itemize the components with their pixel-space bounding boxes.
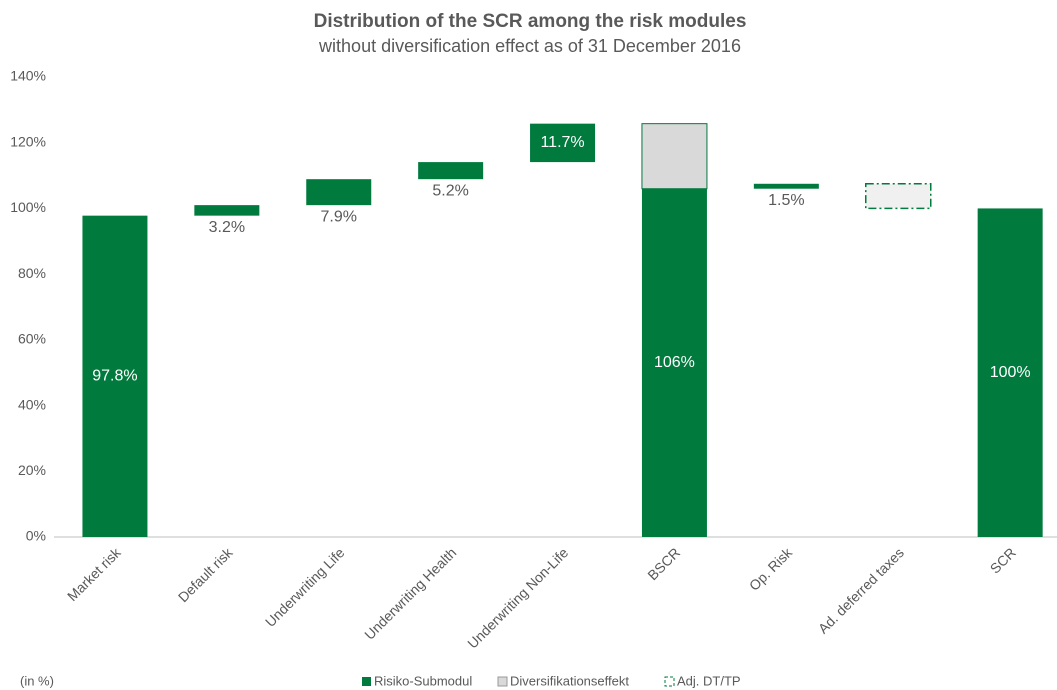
x-tick-label: Op. Risk [746, 544, 796, 594]
x-tick-label: Underwriting Non-Life [464, 544, 571, 651]
bar [82, 215, 148, 537]
x-tick-label: SCR [987, 544, 1019, 576]
y-tick-label: 100% [10, 199, 46, 215]
legend-swatch [664, 676, 675, 687]
y-tick-label: 40% [18, 396, 46, 412]
y-tick-label: 140% [10, 68, 46, 84]
y-tick-label: 80% [18, 265, 46, 281]
note: (in %) [20, 673, 54, 688]
x-tick-label: Market risk [64, 544, 124, 604]
legend-label: Adj. DT/TP [677, 673, 741, 688]
bar [194, 205, 260, 216]
data-label: 3.2% [209, 219, 245, 236]
chart-title: Distribution of the SCR among the risk m… [314, 11, 747, 32]
x-tick-label: Underwriting Life [262, 544, 348, 630]
y-tick-label: 0% [26, 528, 46, 544]
data-label: 100% [990, 364, 1031, 381]
x-tick-label: BSCR [644, 544, 683, 583]
data-label: 97.8% [92, 368, 137, 385]
data-label: 1.5% [768, 192, 804, 209]
legend-swatch [362, 677, 371, 686]
data-label: 11.7% [540, 134, 584, 151]
bar [753, 183, 819, 189]
bar [641, 123, 708, 190]
data-label: 5.2% [432, 182, 468, 199]
data-label: 106% [654, 354, 695, 371]
y-tick-label: 60% [18, 331, 46, 347]
legend-label: Risiko-Submodul [374, 673, 472, 688]
x-tick-label: Default risk [175, 544, 237, 606]
bar [977, 208, 1043, 537]
bar [530, 123, 596, 163]
x-tick-label: Ad. deferred taxes [815, 544, 907, 636]
y-tick-label: 120% [10, 133, 46, 149]
legend-swatch [497, 676, 508, 687]
bar [641, 188, 707, 537]
bar [418, 162, 484, 180]
chart-subtitle: without diversification effect as of 31 … [318, 36, 741, 56]
bar [306, 179, 372, 206]
legend-label: Diversifikationseffekt [510, 673, 629, 688]
bar [865, 183, 932, 210]
y-tick-label: 20% [18, 462, 46, 478]
x-tick-label: Underwriting Health [361, 544, 459, 642]
data-label: 7.9% [321, 208, 357, 225]
